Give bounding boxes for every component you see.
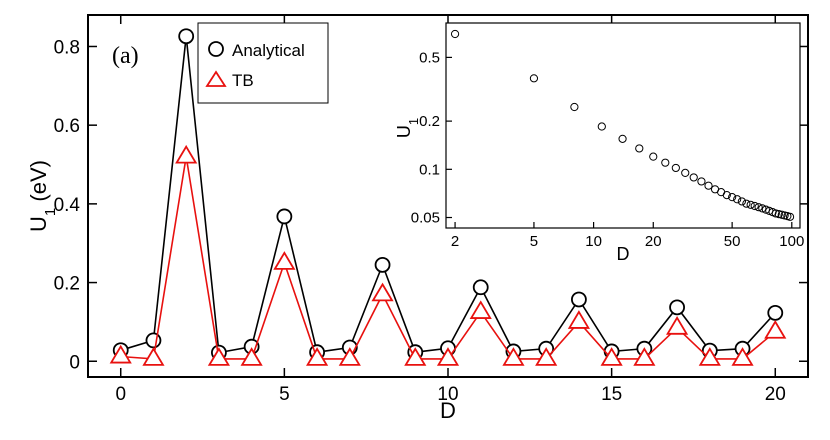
main-x-tick-label: 20 (765, 384, 786, 405)
main-y-ticks: 0 0.2 0.4 0.6 0.8 (54, 37, 808, 373)
inset-x-ticks: 2 5 10 20 50 100 (451, 222, 804, 250)
inset-data-point (758, 204, 767, 213)
panel-label: (a) (112, 43, 139, 69)
data-point-tb (404, 347, 427, 366)
main-x-tick-label: 15 (601, 384, 622, 405)
inset-data-point (742, 199, 751, 208)
data-point-analytical (571, 291, 587, 308)
inset-x-tick-label: 20 (645, 233, 662, 250)
inset-data-point (570, 102, 579, 112)
inset-plot-frame (445, 22, 801, 229)
inset-data-point (750, 201, 759, 211)
main-x-tick-label: 0 (115, 384, 126, 405)
legend-label-analytical: Analytical (232, 41, 305, 60)
data-point-analytical (767, 304, 784, 321)
inset-data-point (635, 144, 644, 153)
inset-data-point (785, 212, 795, 221)
data-point-tb (567, 310, 590, 329)
data-point-tb (338, 347, 361, 366)
inset-data-point (754, 203, 763, 212)
main-x-tick-label: 5 (279, 384, 290, 405)
inset-data-point (733, 195, 742, 204)
legend: Analytical TB (197, 22, 329, 104)
main-series (109, 28, 787, 366)
inset-data-point (746, 200, 755, 209)
inset-data-point (697, 177, 706, 186)
main-y-tick-label: 0.6 (54, 116, 80, 137)
data-point-tb (666, 316, 689, 335)
data-point-tb (142, 347, 165, 366)
inset-data-point (450, 29, 460, 39)
data-point-tb (436, 347, 460, 366)
inset-background (446, 23, 800, 228)
inset-chart: 2 5 10 20 50 100 0.05 0.1 0.2 0.5 D U1 (394, 22, 804, 264)
inset-data-point (722, 191, 731, 200)
data-point-tb (731, 347, 754, 366)
legend-marker-analytical (208, 41, 224, 57)
main-y-tick-label: 0.2 (54, 274, 80, 295)
inset-data-point (529, 74, 539, 83)
data-point-tb (371, 282, 394, 302)
inset-data-point (661, 158, 670, 167)
inset-y-tick-label: 0.5 (419, 49, 440, 66)
legend-label-tb: TB (232, 71, 254, 90)
inset-data-point (597, 122, 606, 131)
inset-x-tick-label: 10 (585, 233, 602, 250)
inset-y-tick-label: 0.05 (411, 210, 440, 227)
inset-data-point (774, 210, 783, 219)
inset-y-tick-label: 0.1 (419, 161, 440, 178)
main-y-tick-label: 0 (69, 352, 80, 373)
main-y-axis-label: U1 (eV) (26, 160, 59, 232)
inset-data-point (771, 209, 780, 218)
inset-data-point (671, 163, 680, 173)
data-point-tb (600, 347, 623, 366)
inset-x-tick-label: 100 (779, 233, 804, 250)
data-point-tb (633, 347, 656, 366)
inset-x-tick-label: 50 (724, 233, 741, 250)
data-point-analytical (472, 279, 489, 296)
data-point-tb (469, 300, 492, 319)
legend-marker-tb (205, 70, 227, 87)
data-point-analytical (178, 28, 195, 45)
data-point-tb (207, 347, 230, 366)
main-x-tick-label: 10 (437, 384, 458, 405)
legend-frame (197, 22, 329, 104)
inset-data-point (737, 197, 746, 206)
data-point-analytical (669, 299, 685, 316)
inset-x-tick-label: 5 (530, 233, 538, 250)
inset-y-ticks: 0.05 0.1 0.2 0.5 (411, 49, 452, 227)
data-point-tb (764, 319, 787, 339)
inset-data-point (728, 193, 737, 202)
main-x-axis-label: D (440, 398, 456, 423)
main-x-ticks: 0 5 10 15 20 (115, 15, 786, 405)
main-chart: 0 5 10 15 20 0 0.2 0.4 0.6 0.8 D U1 (eV) (a) Ana… (26, 14, 809, 423)
data-point-tb (273, 251, 296, 270)
inset-data-point (689, 173, 698, 182)
inset-data-point (681, 168, 690, 177)
data-point-tb (109, 344, 132, 364)
inset-data-point (704, 181, 713, 190)
data-point-analytical (145, 332, 162, 349)
inset-x-tick-label: 2 (451, 233, 459, 250)
inset-data-point (649, 152, 658, 161)
inset-data-point (618, 134, 627, 143)
data-point-analytical (276, 208, 293, 225)
data-point-tb (502, 347, 525, 366)
data-point-tb (306, 347, 329, 366)
inset-y-axis-label: U1 (394, 118, 421, 138)
data-point-analytical (374, 256, 391, 273)
inset-points (450, 29, 795, 221)
inset-y-tick-label: 0.2 (419, 113, 440, 130)
main-y-tick-label: 0.8 (54, 37, 80, 58)
data-point-tb (698, 347, 721, 366)
main-y-tick-label: 0.4 (54, 195, 81, 216)
data-point-tb (240, 347, 263, 366)
data-point-tb (535, 347, 558, 366)
data-point-tb (175, 144, 198, 164)
inset-x-axis-label: D (617, 244, 630, 264)
